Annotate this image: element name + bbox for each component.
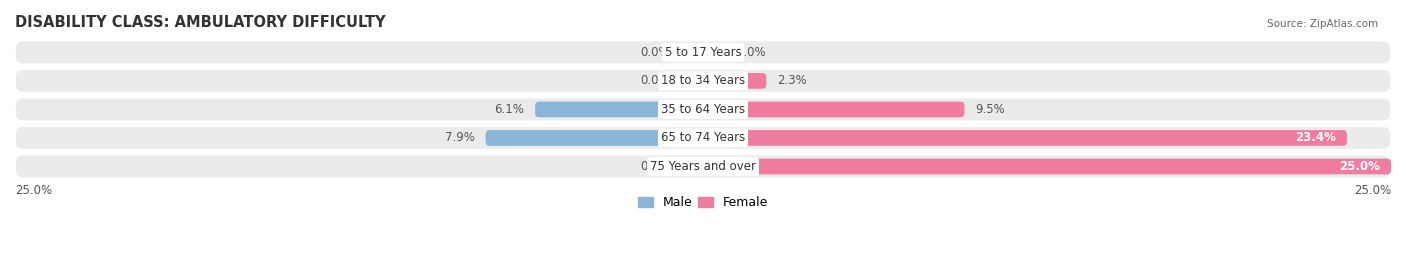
- FancyBboxPatch shape: [681, 73, 703, 89]
- Text: DISABILITY CLASS: AMBULATORY DIFFICULTY: DISABILITY CLASS: AMBULATORY DIFFICULTY: [15, 15, 385, 30]
- FancyBboxPatch shape: [14, 40, 1392, 64]
- FancyBboxPatch shape: [14, 126, 1392, 150]
- FancyBboxPatch shape: [536, 102, 703, 117]
- Text: 9.5%: 9.5%: [976, 103, 1005, 116]
- FancyBboxPatch shape: [14, 97, 1392, 121]
- Legend: Male, Female: Male, Female: [633, 192, 773, 214]
- Text: 6.1%: 6.1%: [495, 103, 524, 116]
- Text: Source: ZipAtlas.com: Source: ZipAtlas.com: [1267, 19, 1378, 29]
- Text: 0.0%: 0.0%: [640, 46, 671, 59]
- Text: 2.3%: 2.3%: [778, 75, 807, 87]
- Text: 18 to 34 Years: 18 to 34 Years: [661, 75, 745, 87]
- Text: 65 to 74 Years: 65 to 74 Years: [661, 132, 745, 144]
- Text: 25.0%: 25.0%: [1354, 184, 1391, 197]
- FancyBboxPatch shape: [703, 130, 1347, 146]
- Text: 5 to 17 Years: 5 to 17 Years: [665, 46, 741, 59]
- FancyBboxPatch shape: [681, 45, 703, 60]
- Text: 23.4%: 23.4%: [1295, 132, 1336, 144]
- FancyBboxPatch shape: [485, 130, 703, 146]
- Text: 75 Years and over: 75 Years and over: [650, 160, 756, 173]
- FancyBboxPatch shape: [703, 102, 965, 117]
- Text: 0.0%: 0.0%: [640, 160, 671, 173]
- FancyBboxPatch shape: [14, 69, 1392, 93]
- FancyBboxPatch shape: [703, 73, 766, 89]
- Text: 35 to 64 Years: 35 to 64 Years: [661, 103, 745, 116]
- FancyBboxPatch shape: [14, 154, 1392, 178]
- Text: 7.9%: 7.9%: [444, 132, 475, 144]
- FancyBboxPatch shape: [703, 45, 725, 60]
- Text: 0.0%: 0.0%: [640, 75, 671, 87]
- FancyBboxPatch shape: [681, 159, 703, 174]
- Text: 25.0%: 25.0%: [15, 184, 52, 197]
- Text: 25.0%: 25.0%: [1339, 160, 1381, 173]
- FancyBboxPatch shape: [703, 159, 1391, 174]
- Text: 0.0%: 0.0%: [735, 46, 766, 59]
